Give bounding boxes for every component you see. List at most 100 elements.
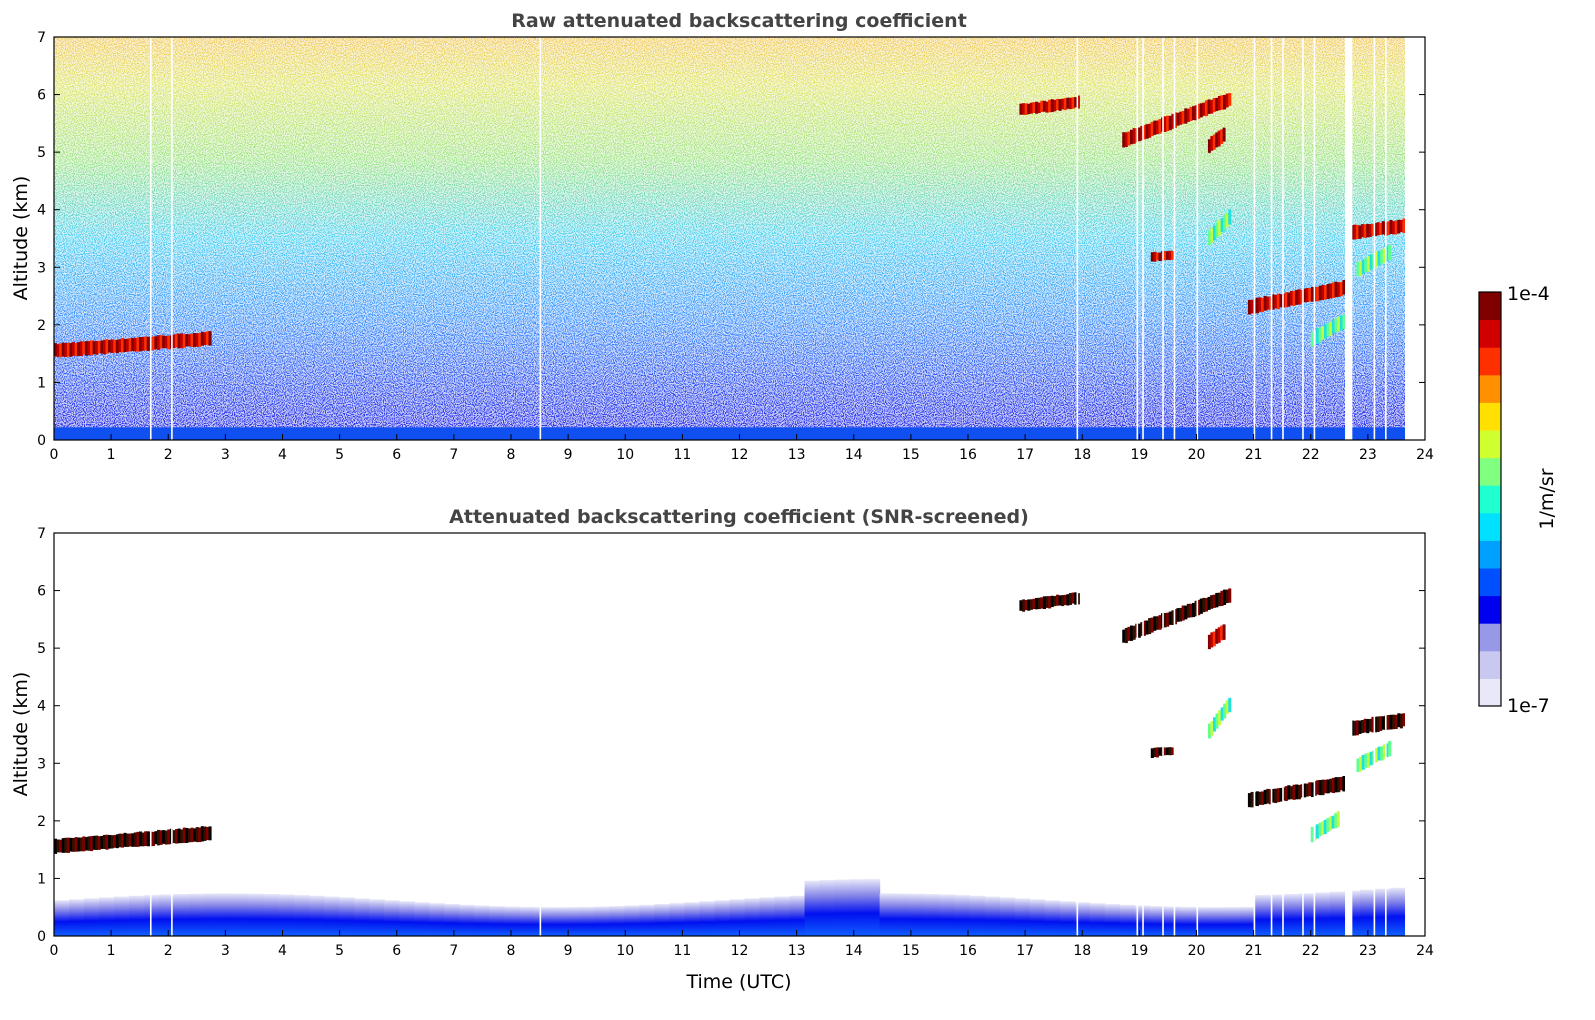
screened-boundary-layer-column — [654, 904, 671, 936]
raw-cloud-5-cell — [1171, 250, 1175, 260]
screened-cloud-6-cell — [1303, 783, 1307, 798]
screened-cloud-8-cell — [1392, 714, 1396, 730]
screened-cloud-2-cell — [1150, 617, 1154, 633]
screened-cloud-8-cell — [1394, 714, 1398, 729]
screened-cloud-2-cell — [1166, 612, 1170, 627]
raw-cloud-9-cell — [1369, 254, 1373, 270]
colorbar-cell — [1479, 319, 1501, 348]
screened-cloud-2-cell — [1194, 600, 1198, 617]
screened-cloud-2-cell — [1132, 625, 1136, 640]
raw-cloud-1-cell — [1066, 97, 1070, 109]
raw-cloud-2-cell — [1215, 97, 1219, 112]
screened-cloud-8-cell — [1402, 713, 1406, 727]
raw-cloud-1-cell — [1024, 103, 1028, 115]
screened-boundary-layer-column — [669, 903, 686, 936]
raw-cloud-1-cell — [1045, 101, 1049, 113]
raw-cloud-0-cell — [172, 334, 176, 349]
screened-cloud-9-cell — [1359, 756, 1363, 772]
screened-cloud-8-cell — [1386, 715, 1391, 730]
raw-cloud-0-cell — [167, 335, 171, 350]
screened-cloud-0-cell — [84, 837, 88, 851]
screened-cloud-3-cell — [1215, 628, 1219, 644]
screened-cloud-2-cell — [1197, 599, 1201, 616]
raw-cloud-6-cell — [1287, 292, 1291, 307]
raw-cloud-1-cell — [1037, 102, 1041, 114]
screened-cloud-1-cell — [1048, 596, 1052, 609]
screened-boundary-layer-column — [489, 906, 505, 936]
screened-cloud-7-cell — [1318, 822, 1322, 837]
colorbar-max-label: 1e-4 — [1507, 283, 1550, 305]
screened-cloud-9-cell — [1374, 748, 1379, 763]
raw-data-gap — [1270, 37, 1273, 440]
screened-boundary-layer-column — [834, 879, 851, 936]
screened-xtick-label: 2 — [164, 943, 173, 959]
screened-cloud-3-cell — [1207, 634, 1211, 650]
screened-cloud-6-cell — [1284, 786, 1288, 802]
screened-xtick-label: 5 — [335, 943, 344, 959]
screened-cloud-6-cell — [1326, 779, 1330, 794]
screened-cloud-8-cell — [1373, 716, 1378, 733]
screened-data-gap — [1313, 533, 1316, 936]
screened-cloud-2-cell — [1186, 603, 1190, 618]
raw-cloud-0-cell — [159, 335, 163, 349]
screened-cloud-4-cell — [1228, 697, 1232, 713]
screened-cloud-6-cell — [1321, 779, 1325, 796]
raw-cloud-4-cell — [1220, 217, 1224, 233]
screened-cloud-6-cell — [1261, 791, 1265, 805]
screened-cloud-0-cell — [172, 830, 176, 844]
raw-cloud-8-cell — [1361, 224, 1365, 238]
raw-cloud-0-cell — [164, 335, 168, 349]
raw-cloud-0-cell — [205, 331, 210, 345]
screened-cloud-0-cell — [151, 831, 155, 847]
raw-cloud-7-cell — [1337, 316, 1341, 332]
raw-cloud-9-cell — [1359, 261, 1363, 276]
screened-cloud-5-cell — [1166, 747, 1170, 755]
screened-cloud-8-cell — [1379, 716, 1383, 731]
raw-cloud-0-cell — [190, 333, 194, 347]
raw-cloud-6-cell — [1295, 289, 1299, 305]
screened-data-gap — [1136, 533, 1139, 936]
screened-boundary-layer-column — [969, 895, 986, 936]
raw-cloud-0-cell — [72, 342, 76, 356]
colorbar-cell — [1479, 568, 1501, 597]
screened-data-gap — [1076, 533, 1079, 936]
raw-cloud-7-cell — [1321, 326, 1325, 340]
raw-cloud-2-cell — [1225, 93, 1229, 108]
screened-ytick-label: 5 — [37, 641, 46, 657]
raw-data-gap — [1313, 37, 1316, 440]
screened-boundary-layer-column — [1359, 889, 1376, 936]
colorbar-cell — [1479, 650, 1501, 679]
screened-xtick-label: 11 — [673, 943, 691, 959]
screened-cloud-9-cell — [1382, 744, 1386, 760]
raw-cloud-8-cell — [1392, 221, 1396, 235]
screened-cloud-1-cell — [1066, 594, 1070, 606]
screened-cloud-0-cell — [162, 830, 166, 844]
screened-cloud-6-cell — [1287, 785, 1291, 800]
raw-cloud-8-cell — [1399, 219, 1403, 233]
screened-cloud-4-cell — [1218, 710, 1222, 726]
screened-cloud-6-cell — [1258, 791, 1262, 805]
screened-cloud-3-cell — [1222, 624, 1226, 640]
screened-xtick-label: 4 — [278, 943, 287, 959]
screened-backscatter-panel: Attenuated backscattering coefficient (S… — [10, 506, 1434, 993]
screened-boundary-layer-column — [594, 906, 611, 936]
screened-boundary-layer-column — [1224, 907, 1241, 936]
screened-cloud-2-cell — [1158, 615, 1162, 630]
raw-cloud-0-cell — [82, 341, 86, 355]
raw-cloud-8-cell — [1389, 219, 1393, 235]
screened-cloud-6-cell — [1329, 778, 1333, 793]
screened-xtick-label: 13 — [788, 943, 806, 959]
raw-cloud-0-cell — [154, 336, 158, 350]
screened-cloud-2-cell — [1192, 602, 1196, 618]
raw-xtick-label: 0 — [50, 447, 59, 463]
screened-cloud-8-cell — [1397, 713, 1401, 728]
raw-cloud-6-cell — [1334, 281, 1338, 298]
screened-cloud-6-cell — [1297, 784, 1301, 800]
raw-xtick-label: 10 — [616, 447, 634, 463]
screened-cloud-1-cell — [1058, 595, 1062, 606]
raw-cloud-6-cell — [1326, 283, 1330, 300]
screened-cloud-1-cell — [1074, 592, 1078, 605]
raw-cloud-6-cell — [1263, 295, 1267, 311]
screened-cloud-2-cell — [1168, 611, 1172, 625]
